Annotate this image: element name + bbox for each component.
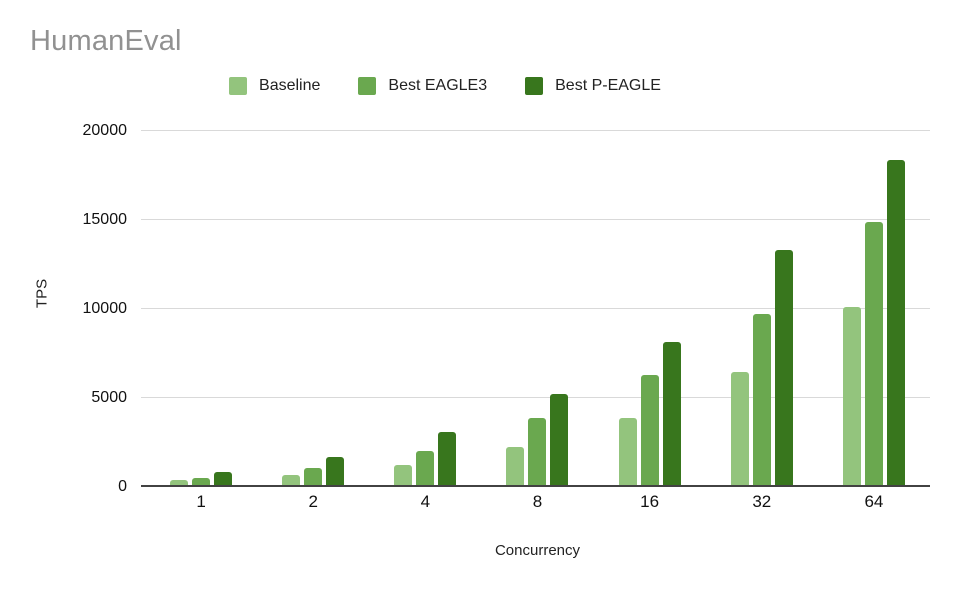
legend-swatch-icon xyxy=(229,77,248,95)
x-tick-label: 2 xyxy=(308,492,318,511)
bar xyxy=(282,474,301,487)
bar-group xyxy=(706,131,818,487)
bar-group xyxy=(818,131,930,487)
bar-groups xyxy=(145,131,930,487)
x-tick-label: 8 xyxy=(532,492,543,511)
x-tick-label: 16 xyxy=(640,492,660,511)
bar xyxy=(192,477,211,487)
bar xyxy=(640,375,659,487)
bar xyxy=(304,468,323,487)
legend-label: Best EAGLE3 xyxy=(388,77,488,94)
x-tick-label: 1 xyxy=(196,492,206,511)
bar xyxy=(170,479,189,487)
y-axis-ticks: 0 5000 10000 15000 20000 xyxy=(0,122,137,495)
bar xyxy=(528,417,547,487)
chart-title: HumanEval xyxy=(30,25,182,57)
bar-group xyxy=(481,131,593,487)
gridline xyxy=(141,397,930,398)
x-axis-ticks: 1 2 4 8 16 32 64 xyxy=(145,492,930,512)
y-tick-label: 5000 xyxy=(91,389,127,406)
bar xyxy=(730,372,749,487)
bar xyxy=(886,160,905,487)
bar-group xyxy=(369,131,481,487)
legend-label: Best P-EAGLE xyxy=(555,77,661,94)
y-tick-label: 10000 xyxy=(82,300,128,317)
legend-item: Baseline xyxy=(229,77,320,95)
y-tick-label: 20000 xyxy=(82,122,128,139)
x-axis-title: Concurrency xyxy=(494,542,581,559)
bar xyxy=(618,418,637,487)
plot-area xyxy=(141,130,930,487)
gridline xyxy=(141,219,930,220)
bar xyxy=(326,456,345,487)
bar xyxy=(864,221,883,487)
bar xyxy=(438,432,457,487)
legend-swatch-icon xyxy=(358,77,377,95)
bar xyxy=(842,307,861,487)
bar xyxy=(394,464,413,487)
legend: Baseline Best EAGLE3 Best P-EAGLE xyxy=(0,74,890,98)
bar xyxy=(662,341,681,487)
bar xyxy=(774,250,793,487)
bar-group xyxy=(257,131,369,487)
y-tick-label: 15000 xyxy=(82,211,128,228)
x-tick-label: 4 xyxy=(420,492,431,511)
bar xyxy=(416,450,435,487)
gridline xyxy=(141,130,930,131)
y-tick-label: 0 xyxy=(118,478,127,495)
bar-group xyxy=(145,131,257,487)
legend-item: Best EAGLE3 xyxy=(358,77,487,95)
gridline xyxy=(141,308,930,309)
x-tick-label: 32 xyxy=(752,492,772,511)
bar xyxy=(214,471,233,487)
legend-item: Best P-EAGLE xyxy=(525,77,661,95)
bar-group xyxy=(594,131,706,487)
x-tick-label: 64 xyxy=(864,492,884,511)
x-axis-line xyxy=(141,485,930,487)
bar xyxy=(506,446,525,487)
bar xyxy=(752,314,771,487)
legend-label: Baseline xyxy=(259,77,321,94)
bar xyxy=(550,393,569,487)
legend-swatch-icon xyxy=(525,77,544,95)
